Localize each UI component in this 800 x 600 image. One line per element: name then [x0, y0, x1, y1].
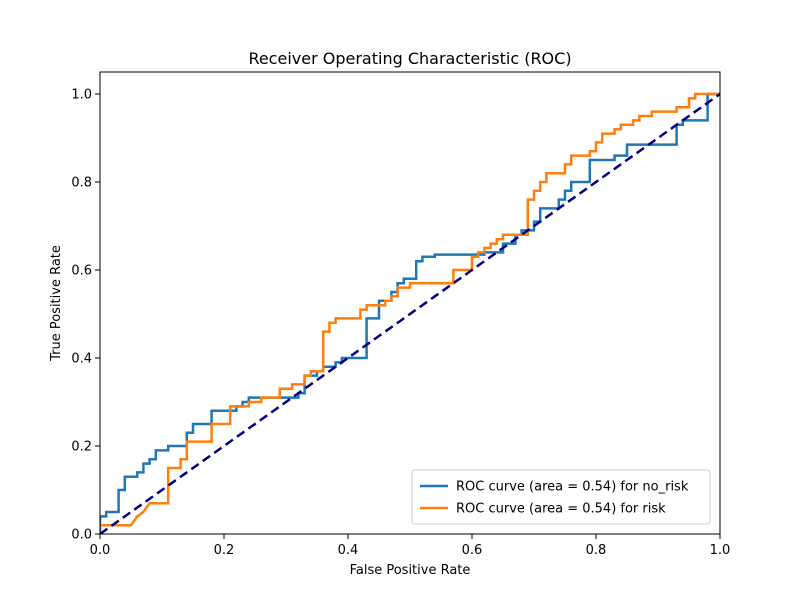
y-tick-label: 0.6: [71, 264, 92, 279]
chance-diagonal-line: [100, 92, 720, 534]
y-axis: 0.0 0.2 0.4 0.6 0.8 1.0: [71, 88, 100, 543]
x-axis-title: False Positive Rate: [350, 563, 471, 578]
y-tick-label: 0.0: [71, 528, 92, 543]
plot-frame: [99, 71, 721, 535]
y-tick-label: 1.0: [71, 88, 92, 103]
roc-curve-no-risk: [100, 92, 720, 534]
y-axis-title: True Positive Rate: [49, 245, 64, 362]
plot-area: [99, 71, 721, 535]
x-tick-label: 0.6: [462, 543, 483, 558]
legend-box: [411, 469, 711, 525]
roc-curve-risk: [100, 92, 720, 527]
legend-label: ROC curve (area = 0.54) for risk: [456, 502, 666, 517]
y-tick-label: 0.8: [71, 176, 92, 191]
x-tick-label: 0.8: [586, 543, 607, 558]
legend-label: ROC curve (area = 0.54) for no_risk: [456, 480, 689, 495]
x-tick-label: 0.4: [338, 543, 359, 558]
x-tick-label: 0.2: [214, 543, 235, 558]
y-tick-label: 0.4: [71, 352, 92, 367]
y-tick-label: 0.2: [71, 440, 92, 455]
x-axis: 0.0 0.2 0.4 0.6 0.8 1.0: [90, 534, 731, 558]
x-tick-label: 1.0: [710, 543, 731, 558]
legend: ROC curve (area = 0.54) for no_risk ROC c…: [411, 469, 711, 525]
x-tick-label: 0.0: [90, 543, 111, 558]
chart-title: Receiver Operating Characteristic (ROC): [248, 49, 571, 68]
